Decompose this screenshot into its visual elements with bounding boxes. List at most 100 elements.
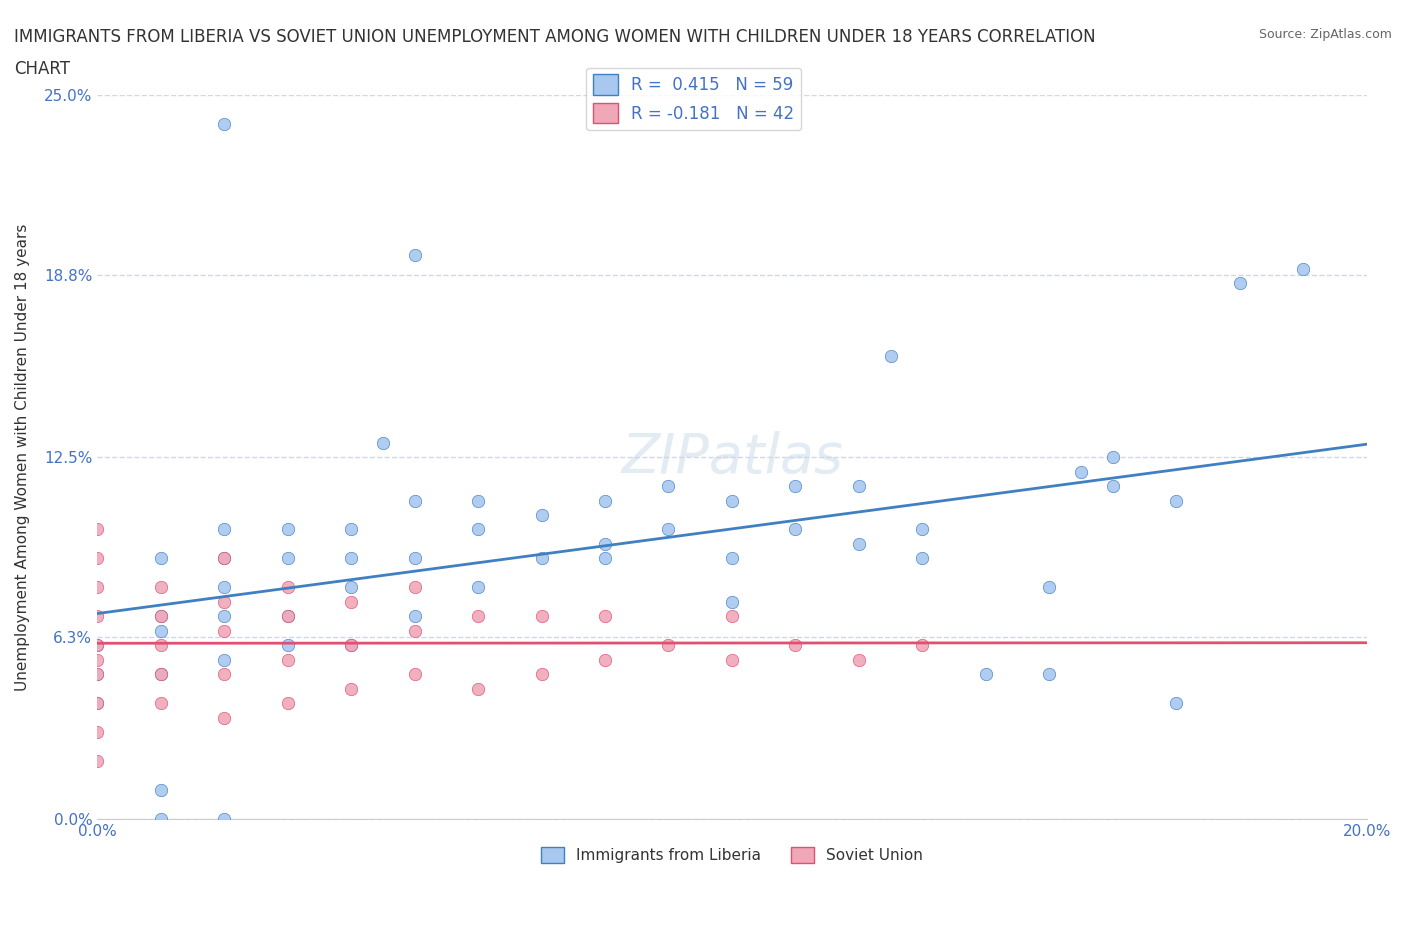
Point — [1166, 493, 1188, 508]
Point — [212, 580, 235, 595]
Point — [86, 580, 108, 595]
Point — [404, 667, 426, 682]
Point — [721, 652, 744, 667]
Point — [1070, 464, 1092, 479]
Point — [86, 638, 108, 653]
Point — [277, 696, 299, 711]
Point — [593, 609, 616, 624]
Point — [212, 652, 235, 667]
Point — [340, 551, 363, 565]
Point — [340, 681, 363, 696]
Point — [1102, 450, 1125, 465]
Point — [404, 609, 426, 624]
Point — [212, 811, 235, 826]
Point — [212, 623, 235, 638]
Point — [212, 609, 235, 624]
Point — [467, 493, 489, 508]
Point — [530, 609, 553, 624]
Point — [1229, 276, 1251, 291]
Point — [340, 594, 363, 609]
Point — [404, 493, 426, 508]
Point — [277, 522, 299, 537]
Point — [86, 696, 108, 711]
Point — [149, 609, 172, 624]
Point — [1038, 667, 1060, 682]
Point — [530, 508, 553, 523]
Text: CHART: CHART — [14, 60, 70, 78]
Point — [149, 782, 172, 797]
Text: ZIPatlas: ZIPatlas — [621, 431, 844, 484]
Point — [149, 551, 172, 565]
Text: IMMIGRANTS FROM LIBERIA VS SOVIET UNION UNEMPLOYMENT AMONG WOMEN WITH CHILDREN U: IMMIGRANTS FROM LIBERIA VS SOVIET UNION … — [14, 28, 1095, 46]
Point — [593, 652, 616, 667]
Point — [530, 551, 553, 565]
Point — [86, 522, 108, 537]
Point — [86, 609, 108, 624]
Point — [340, 522, 363, 537]
Point — [721, 551, 744, 565]
Point — [149, 667, 172, 682]
Point — [1038, 580, 1060, 595]
Point — [371, 435, 394, 450]
Point — [467, 681, 489, 696]
Point — [86, 652, 108, 667]
Point — [785, 479, 807, 494]
Text: Source: ZipAtlas.com: Source: ZipAtlas.com — [1258, 28, 1392, 41]
Point — [149, 638, 172, 653]
Point — [657, 479, 679, 494]
Point — [149, 609, 172, 624]
Point — [593, 493, 616, 508]
Point — [212, 711, 235, 725]
Point — [212, 667, 235, 682]
Point — [593, 551, 616, 565]
Y-axis label: Unemployment Among Women with Children Under 18 years: Unemployment Among Women with Children U… — [15, 223, 30, 691]
Point — [911, 638, 934, 653]
Legend: Immigrants from Liberia, Soviet Union: Immigrants from Liberia, Soviet Union — [534, 841, 929, 870]
Point — [277, 580, 299, 595]
Point — [879, 349, 901, 364]
Point — [530, 667, 553, 682]
Point — [404, 247, 426, 262]
Point — [149, 580, 172, 595]
Point — [974, 667, 997, 682]
Point — [785, 522, 807, 537]
Point — [848, 652, 870, 667]
Point — [86, 696, 108, 711]
Point — [86, 667, 108, 682]
Point — [86, 667, 108, 682]
Point — [340, 638, 363, 653]
Point — [467, 609, 489, 624]
Point — [657, 522, 679, 537]
Point — [340, 638, 363, 653]
Point — [1292, 261, 1315, 276]
Point — [404, 623, 426, 638]
Point — [404, 551, 426, 565]
Point — [404, 580, 426, 595]
Point — [277, 638, 299, 653]
Point — [277, 609, 299, 624]
Point — [86, 551, 108, 565]
Point — [149, 696, 172, 711]
Point — [277, 609, 299, 624]
Point — [848, 537, 870, 551]
Point — [149, 667, 172, 682]
Point — [911, 522, 934, 537]
Point — [785, 638, 807, 653]
Point — [657, 638, 679, 653]
Point — [1166, 696, 1188, 711]
Point — [149, 623, 172, 638]
Point — [1102, 479, 1125, 494]
Point — [467, 522, 489, 537]
Point — [721, 594, 744, 609]
Point — [467, 580, 489, 595]
Point — [212, 594, 235, 609]
Point — [86, 638, 108, 653]
Point — [593, 537, 616, 551]
Point — [721, 493, 744, 508]
Point — [340, 580, 363, 595]
Point — [212, 551, 235, 565]
Point — [149, 811, 172, 826]
Point — [86, 724, 108, 739]
Point — [277, 551, 299, 565]
Point — [212, 522, 235, 537]
